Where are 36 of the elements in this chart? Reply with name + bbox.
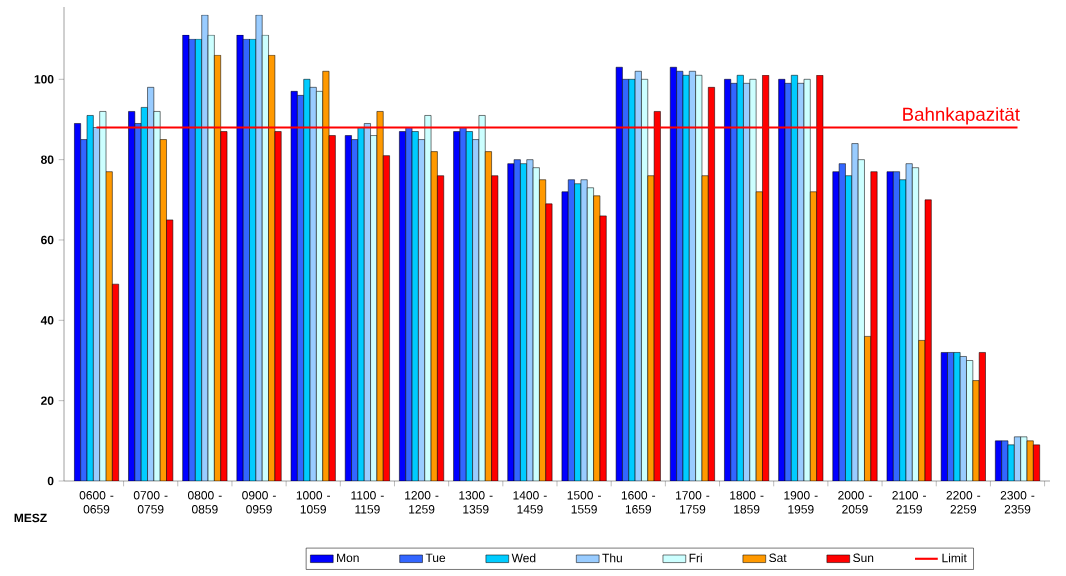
x-tick-label: 1300 - 1359 (459, 491, 493, 514)
legend-label: Wed (511, 553, 536, 563)
x-tick-label: 2300 - 2359 (1000, 491, 1035, 514)
y-tick-label: 40 (40, 316, 54, 325)
x-tick-label: 0600 - 0659 (79, 491, 114, 514)
legend-label: Fri (689, 553, 702, 563)
x-tick-label: 1100 - 1159 (351, 491, 384, 514)
x-tick-label: 1800 - 1859 (730, 491, 764, 514)
x-tick-label: 1900 - 1959 (784, 491, 818, 514)
y-tick-label: 0 (47, 476, 54, 486)
annotation: Bahnkapazität (903, 107, 1020, 125)
x-tick-label: 0800 - 0859 (187, 491, 222, 514)
legend-label: Limit (942, 553, 967, 563)
y-tick-label: 100 (34, 75, 54, 84)
x-tick-label: 1600 - 1659 (621, 491, 656, 514)
x-tick-label: 1000 - 1059 (296, 491, 331, 514)
x-axis-title: MESZ (14, 513, 47, 523)
y-tick-label: 80 (40, 155, 54, 164)
x-tick-label: 1700 - 1759 (676, 491, 710, 514)
legend-label: Sun (853, 553, 874, 563)
x-tick-label: 0700 - 0759 (133, 491, 168, 514)
x-tick-label: 2200 - 2259 (946, 491, 981, 514)
x-tick-label: 2000 - 2059 (838, 491, 872, 514)
x-tick-label: 1200 - 1259 (405, 491, 439, 514)
legend-label: Sat (769, 553, 787, 563)
legend-label: Mon (337, 553, 359, 563)
x-tick-label: 2100 - 2159 (892, 491, 926, 514)
x-tick-label: 1500 - 1559 (567, 491, 601, 514)
legend-label: Tue (425, 553, 446, 563)
x-tick-label: 1400 - 1459 (513, 491, 547, 514)
bar (953, 352, 961, 481)
y-tick-label: 20 (41, 396, 54, 405)
y-tick-label: 60 (41, 235, 54, 245)
legend-label: Thu (602, 553, 622, 563)
bar (870, 171, 878, 481)
x-tick-label: 0900 - 0959 (242, 491, 276, 514)
